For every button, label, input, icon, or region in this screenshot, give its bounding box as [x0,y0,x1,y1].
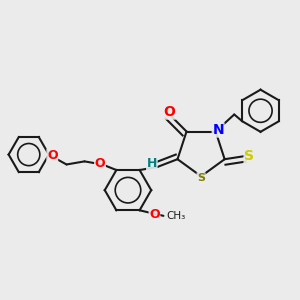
Text: H: H [147,157,157,170]
Text: O: O [149,208,160,221]
Text: O: O [164,105,175,119]
Text: CH₃: CH₃ [167,211,186,221]
Text: N: N [212,123,224,137]
Text: S: S [244,149,254,163]
Text: O: O [47,149,58,162]
Text: S: S [197,173,205,183]
Text: O: O [95,157,105,170]
